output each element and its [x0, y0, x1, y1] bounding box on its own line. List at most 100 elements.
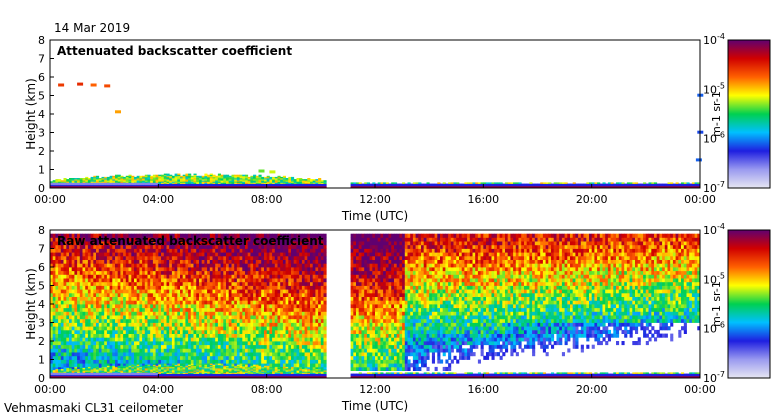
- heatmap-cell: [66, 318, 70, 323]
- heatmap-cell: [104, 311, 108, 316]
- heatmap-cell: [71, 181, 75, 183]
- heatmap-cell: [60, 255, 64, 260]
- heatmap-cell: [90, 373, 94, 376]
- heatmap-cell: [120, 375, 124, 378]
- heatmap-cell: [594, 182, 598, 184]
- heatmap-cell: [310, 185, 314, 188]
- heatmap-cell: [115, 370, 119, 372]
- heatmap-cell: [152, 274, 156, 279]
- heatmap-cell: [50, 274, 54, 279]
- heatmap-cell: [199, 352, 203, 357]
- heatmap-cell: [591, 183, 595, 186]
- heatmap-cell: [101, 180, 105, 182]
- heatmap-cell: [71, 311, 75, 316]
- heatmap-cell: [220, 373, 224, 376]
- heatmap-cell: [220, 333, 224, 338]
- heatmap-cell: [691, 184, 695, 187]
- heatmap-cell: [353, 182, 357, 184]
- heatmap-cell: [90, 300, 94, 305]
- heatmap-cell: [264, 185, 268, 188]
- heatmap-cell: [207, 329, 211, 334]
- heatmap-cell: [101, 329, 105, 334]
- heatmap-cell: [505, 185, 509, 188]
- heatmap-cell: [139, 341, 143, 346]
- heatmap-cell: [385, 184, 389, 187]
- heatmap-cell: [101, 255, 105, 260]
- heatmap-cell: [199, 337, 203, 342]
- heatmap-cell: [215, 337, 219, 342]
- heatmap-cell: [215, 373, 219, 376]
- heatmap-cell: [101, 355, 105, 360]
- heatmap-cell: [231, 274, 235, 279]
- heatmap-cell: [239, 182, 243, 184]
- heatmap-cell: [115, 359, 119, 364]
- heatmap-cell: [112, 241, 116, 246]
- heatmap-cell: [163, 175, 167, 178]
- heatmap-cell: [117, 311, 121, 316]
- heatmap-cell: [201, 373, 205, 376]
- heatmap-cell: [312, 184, 316, 187]
- heatmap-cell: [166, 375, 170, 378]
- heatmap-cell: [85, 352, 89, 357]
- heatmap-cell: [185, 369, 189, 371]
- heatmap-cell: [228, 373, 232, 376]
- heatmap-cell: [180, 183, 184, 186]
- heatmap-cell: [136, 315, 140, 320]
- heatmap-cell: [169, 370, 173, 372]
- heatmap-cell: [231, 375, 235, 378]
- heatmap-cell: [152, 337, 156, 342]
- heatmap-cell: [136, 274, 140, 279]
- heatmap-cell: [182, 281, 186, 286]
- heatmap-cell: [209, 311, 213, 316]
- heatmap-cell: [204, 176, 208, 179]
- heatmap-cell: [226, 259, 230, 264]
- heatmap-cell: [93, 274, 97, 279]
- heatmap-cell: [169, 326, 173, 331]
- heatmap-cell: [101, 285, 105, 290]
- heatmap-cell: [144, 180, 148, 182]
- heatmap-cell: [689, 183, 693, 186]
- heatmap-cell: [161, 183, 165, 186]
- heatmap-cell: [193, 318, 197, 323]
- heatmap-cell: [226, 183, 230, 186]
- heatmap-cell: [123, 300, 127, 305]
- heatmap-cell: [201, 176, 205, 179]
- heatmap-cell: [253, 176, 257, 179]
- heatmap-cell: [134, 370, 138, 372]
- heatmap-cell: [125, 289, 129, 294]
- heatmap-cell: [60, 318, 64, 323]
- heatmap-cell: [220, 278, 224, 283]
- heatmap-cell: [136, 375, 140, 378]
- heatmap-cell: [196, 326, 200, 331]
- heatmap-cell: [125, 337, 129, 342]
- heatmap-cell: [196, 373, 200, 376]
- heatmap-cell: [60, 185, 64, 188]
- heatmap-cell: [147, 274, 151, 279]
- heatmap-cell: [82, 292, 86, 297]
- heatmap-cell: [101, 278, 105, 283]
- heatmap-cell: [131, 352, 135, 357]
- heatmap-cell: [93, 307, 97, 312]
- heatmap-cell: [220, 374, 224, 377]
- heatmap-cell: [645, 185, 649, 188]
- heatmap-cell: [166, 278, 170, 283]
- heatmap-cell: [201, 374, 205, 377]
- heatmap-cell: [93, 185, 97, 188]
- heatmap-cell: [366, 185, 370, 188]
- heatmap-cell: [150, 311, 154, 316]
- heatmap-cell: [142, 237, 146, 242]
- heatmap-cell: [96, 372, 100, 374]
- heatmap-cell: [412, 185, 416, 188]
- heatmap-cell: [87, 337, 91, 342]
- heatmap-cell: [147, 364, 151, 367]
- heatmap-cell: [77, 274, 81, 279]
- heatmap-cell: [163, 185, 167, 188]
- heatmap-cell: [196, 375, 200, 378]
- heatmap-cell: [90, 252, 94, 257]
- heatmap-cell: [258, 182, 262, 184]
- heatmap-cell: [467, 185, 471, 188]
- heatmap-cell: [513, 184, 517, 187]
- heatmap-cell: [223, 292, 227, 297]
- heatmap-cell: [599, 185, 603, 188]
- heatmap-cell: [188, 274, 192, 279]
